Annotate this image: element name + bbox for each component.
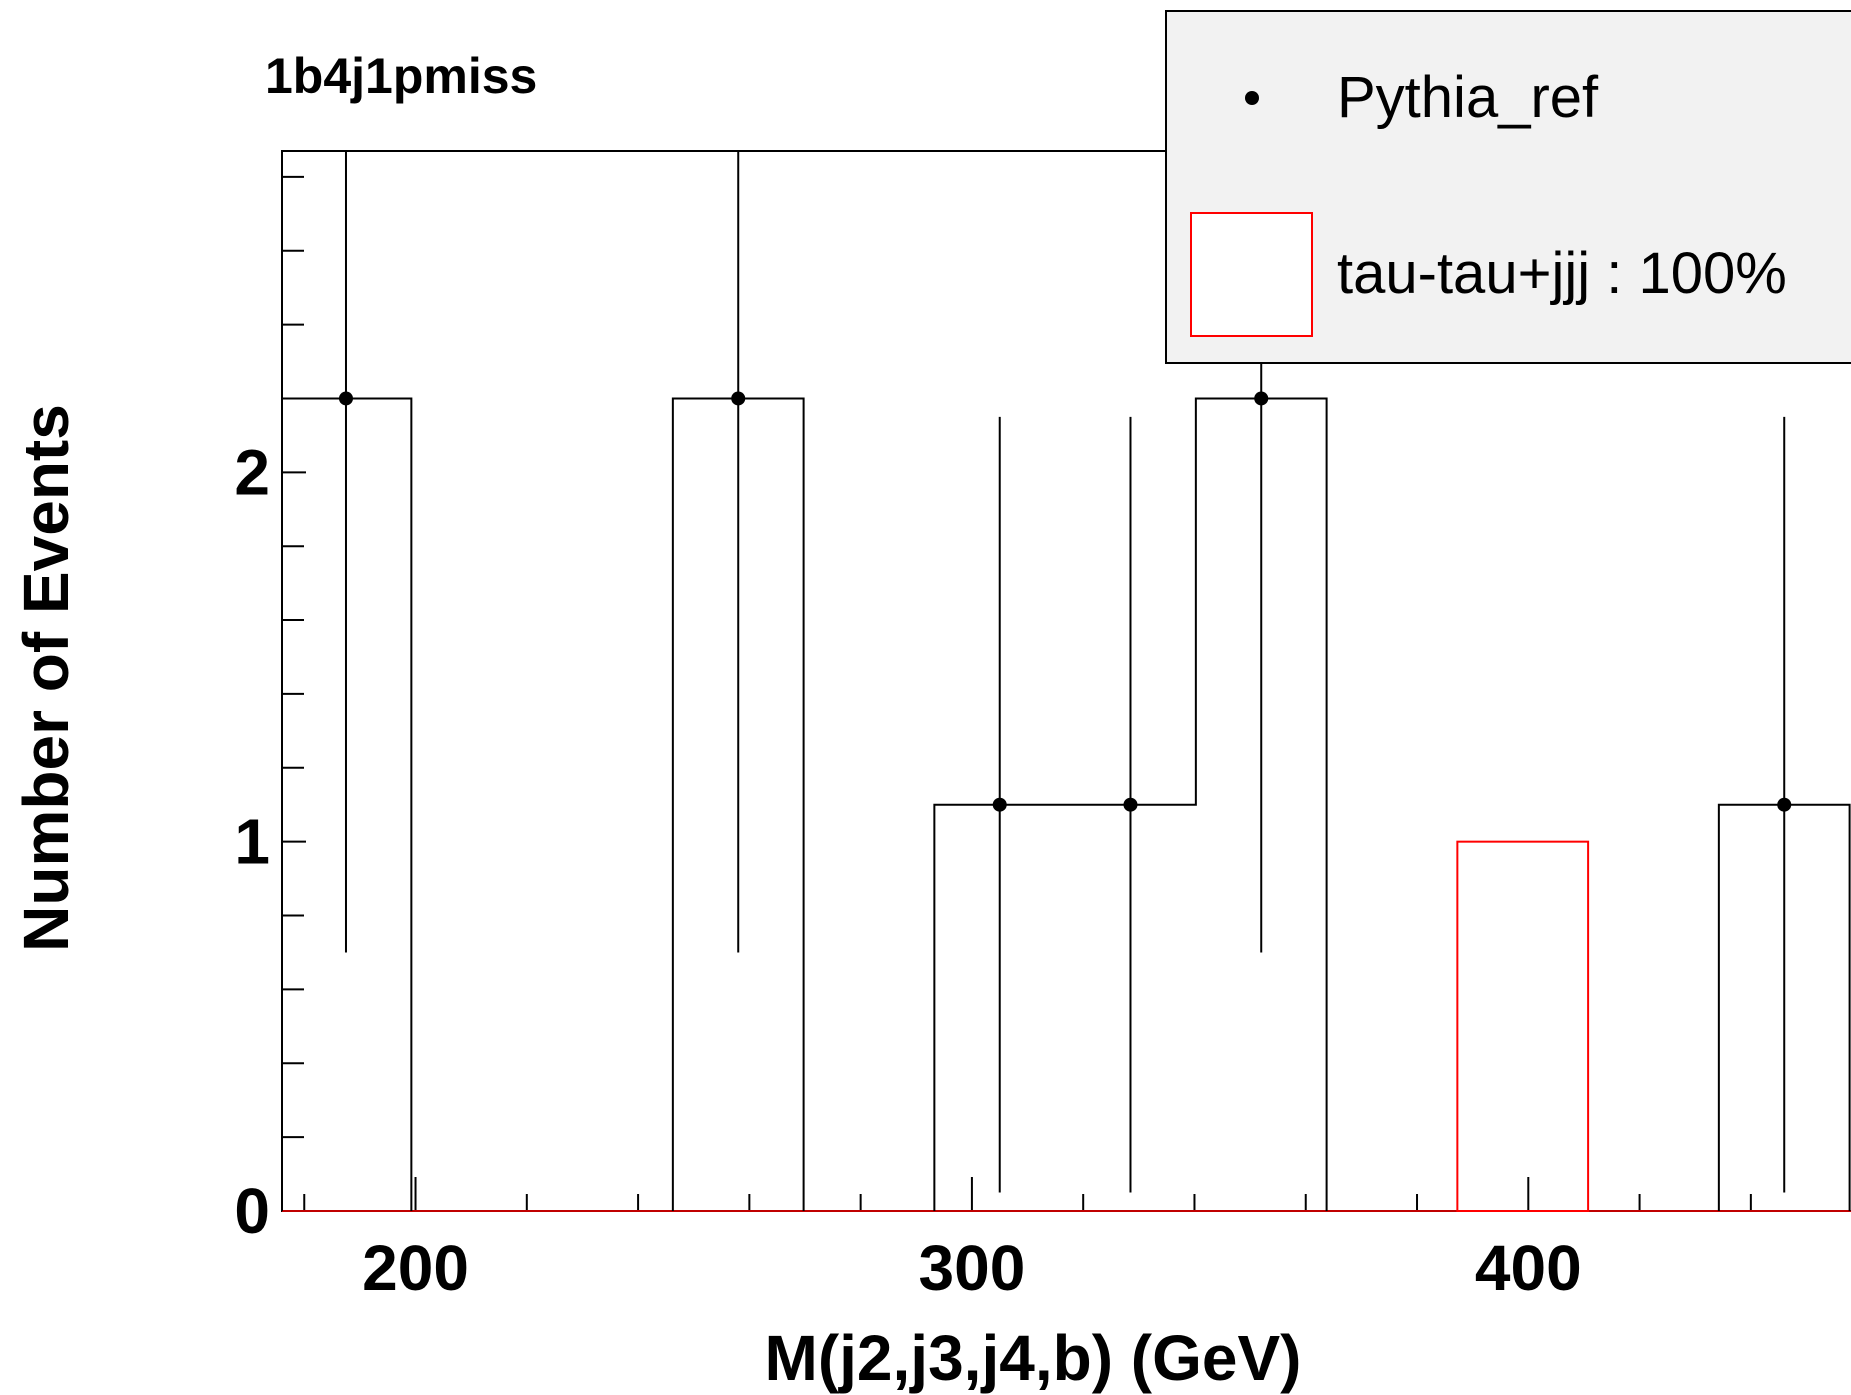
legend: Pythia_ref tau-tau+jjj : 100% [1165, 10, 1851, 364]
x-axis: 200 300 400 [303, 1177, 1752, 1304]
x-axis-label: M(j2,j3,j4,b) (GeV) [765, 1322, 1302, 1394]
legend-label-pythia-ref: Pythia_ref [1337, 65, 1599, 130]
data-point [1123, 797, 1138, 812]
legend-label-tau-tau-jjj: tau-tau+jjj : 100% [1337, 241, 1787, 306]
data-point [1777, 797, 1792, 812]
chart-title: 1b4j1pmiss [265, 48, 537, 104]
pythia-ref-series [281, 151, 1851, 1211]
data-point [992, 797, 1007, 812]
y-axis: 0 1 2 [234, 175, 306, 1247]
y-axis-label: Number of Events [10, 404, 82, 952]
data-point [731, 391, 746, 406]
y-tick-label: 1 [234, 806, 270, 878]
y-tick-label: 2 [234, 436, 270, 508]
y-tick-label: 0 [234, 1175, 270, 1247]
x-tick-label: 400 [1475, 1232, 1582, 1304]
data-point [338, 391, 353, 406]
data-point [1254, 391, 1269, 406]
red-bin [1456, 840, 1590, 1213]
tau-tau-jjj-histogram [282, 840, 1851, 1213]
x-tick-label: 200 [362, 1232, 469, 1304]
legend-marker-tau-tau-jjj [1190, 212, 1313, 337]
legend-marker-pythia-ref [1245, 91, 1259, 105]
x-tick-label: 300 [919, 1232, 1026, 1304]
